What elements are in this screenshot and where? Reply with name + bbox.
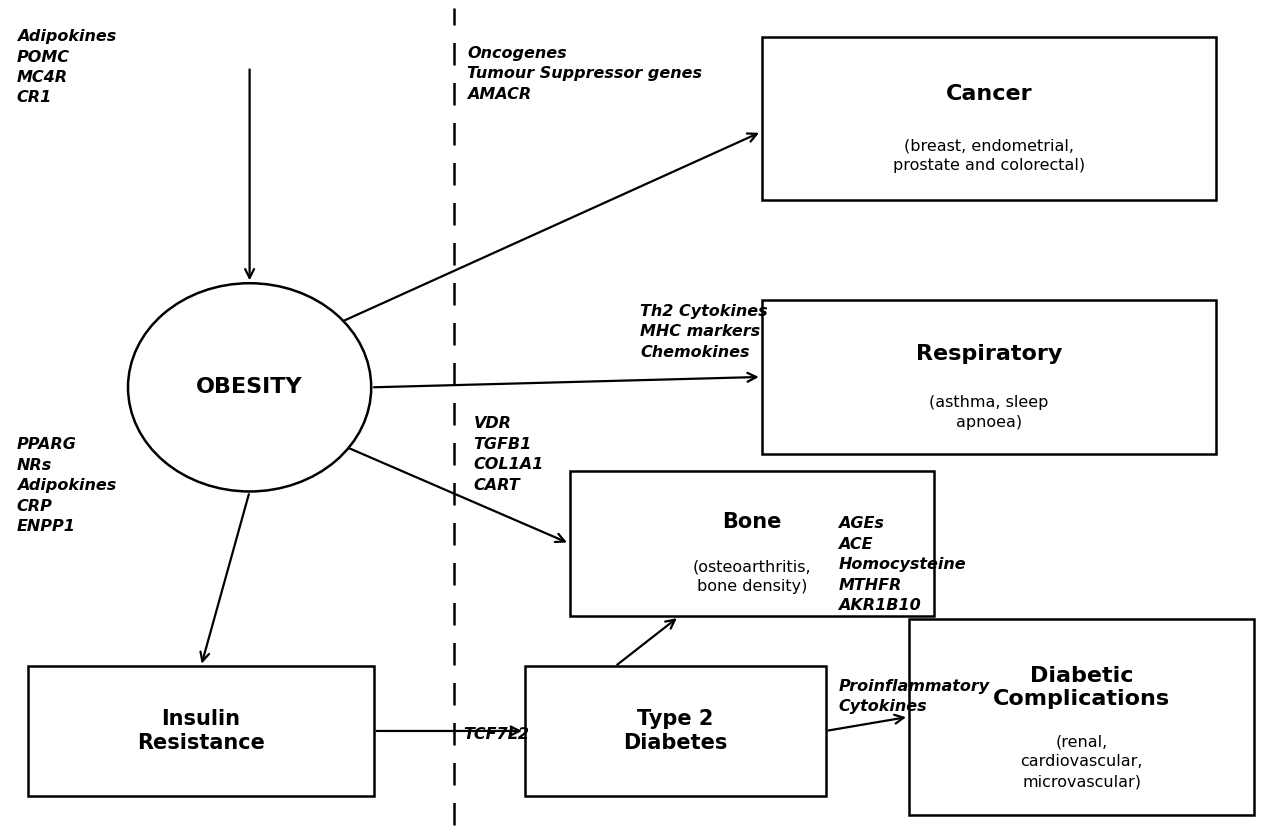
Text: TCF7L2: TCF7L2	[463, 727, 530, 742]
Text: Proinflammatory
Cytokines: Proinflammatory Cytokines	[838, 679, 989, 714]
Text: AGEs
ACE
Homocysteine
MTHFR
AKR1B10: AGEs ACE Homocysteine MTHFR AKR1B10	[838, 516, 966, 613]
FancyBboxPatch shape	[909, 619, 1254, 815]
Text: (renal,
cardiovascular,
microvascular): (renal, cardiovascular, microvascular)	[1020, 735, 1143, 789]
Text: Oncogenes
Tumour Suppressor genes
AMACR: Oncogenes Tumour Suppressor genes AMACR	[467, 46, 703, 102]
Text: Adipokines
POMC
MC4R
CR1: Adipokines POMC MC4R CR1	[17, 29, 116, 105]
Text: Th2 Cytokines
MHC markers
Chemokines: Th2 Cytokines MHC markers Chemokines	[640, 304, 768, 360]
Text: Cancer: Cancer	[946, 84, 1032, 104]
Text: Respiratory: Respiratory	[915, 344, 1062, 364]
Text: (asthma, sleep
apnoea): (asthma, sleep apnoea)	[929, 395, 1048, 430]
Text: Insulin
Resistance: Insulin Resistance	[137, 709, 265, 753]
Text: Type 2
Diabetes: Type 2 Diabetes	[623, 709, 727, 753]
Text: PPARG
NRs
Adipokines
CRP
ENPP1: PPARG NRs Adipokines CRP ENPP1	[17, 437, 116, 534]
Text: (breast, endometrial,
prostate and colorectal): (breast, endometrial, prostate and color…	[892, 138, 1085, 173]
Text: Bone: Bone	[722, 511, 782, 531]
FancyBboxPatch shape	[762, 300, 1216, 454]
FancyBboxPatch shape	[28, 666, 374, 796]
Text: Diabetic
Complications: Diabetic Complications	[993, 666, 1170, 709]
Text: VDR
TGFB1
COL1A1
CART: VDR TGFB1 COL1A1 CART	[474, 416, 544, 492]
FancyBboxPatch shape	[762, 37, 1216, 200]
Ellipse shape	[128, 283, 371, 491]
FancyBboxPatch shape	[525, 666, 826, 796]
Text: (osteoarthritis,
bone density): (osteoarthritis, bone density)	[692, 560, 812, 595]
Text: OBESITY: OBESITY	[196, 377, 303, 397]
FancyBboxPatch shape	[570, 471, 934, 616]
